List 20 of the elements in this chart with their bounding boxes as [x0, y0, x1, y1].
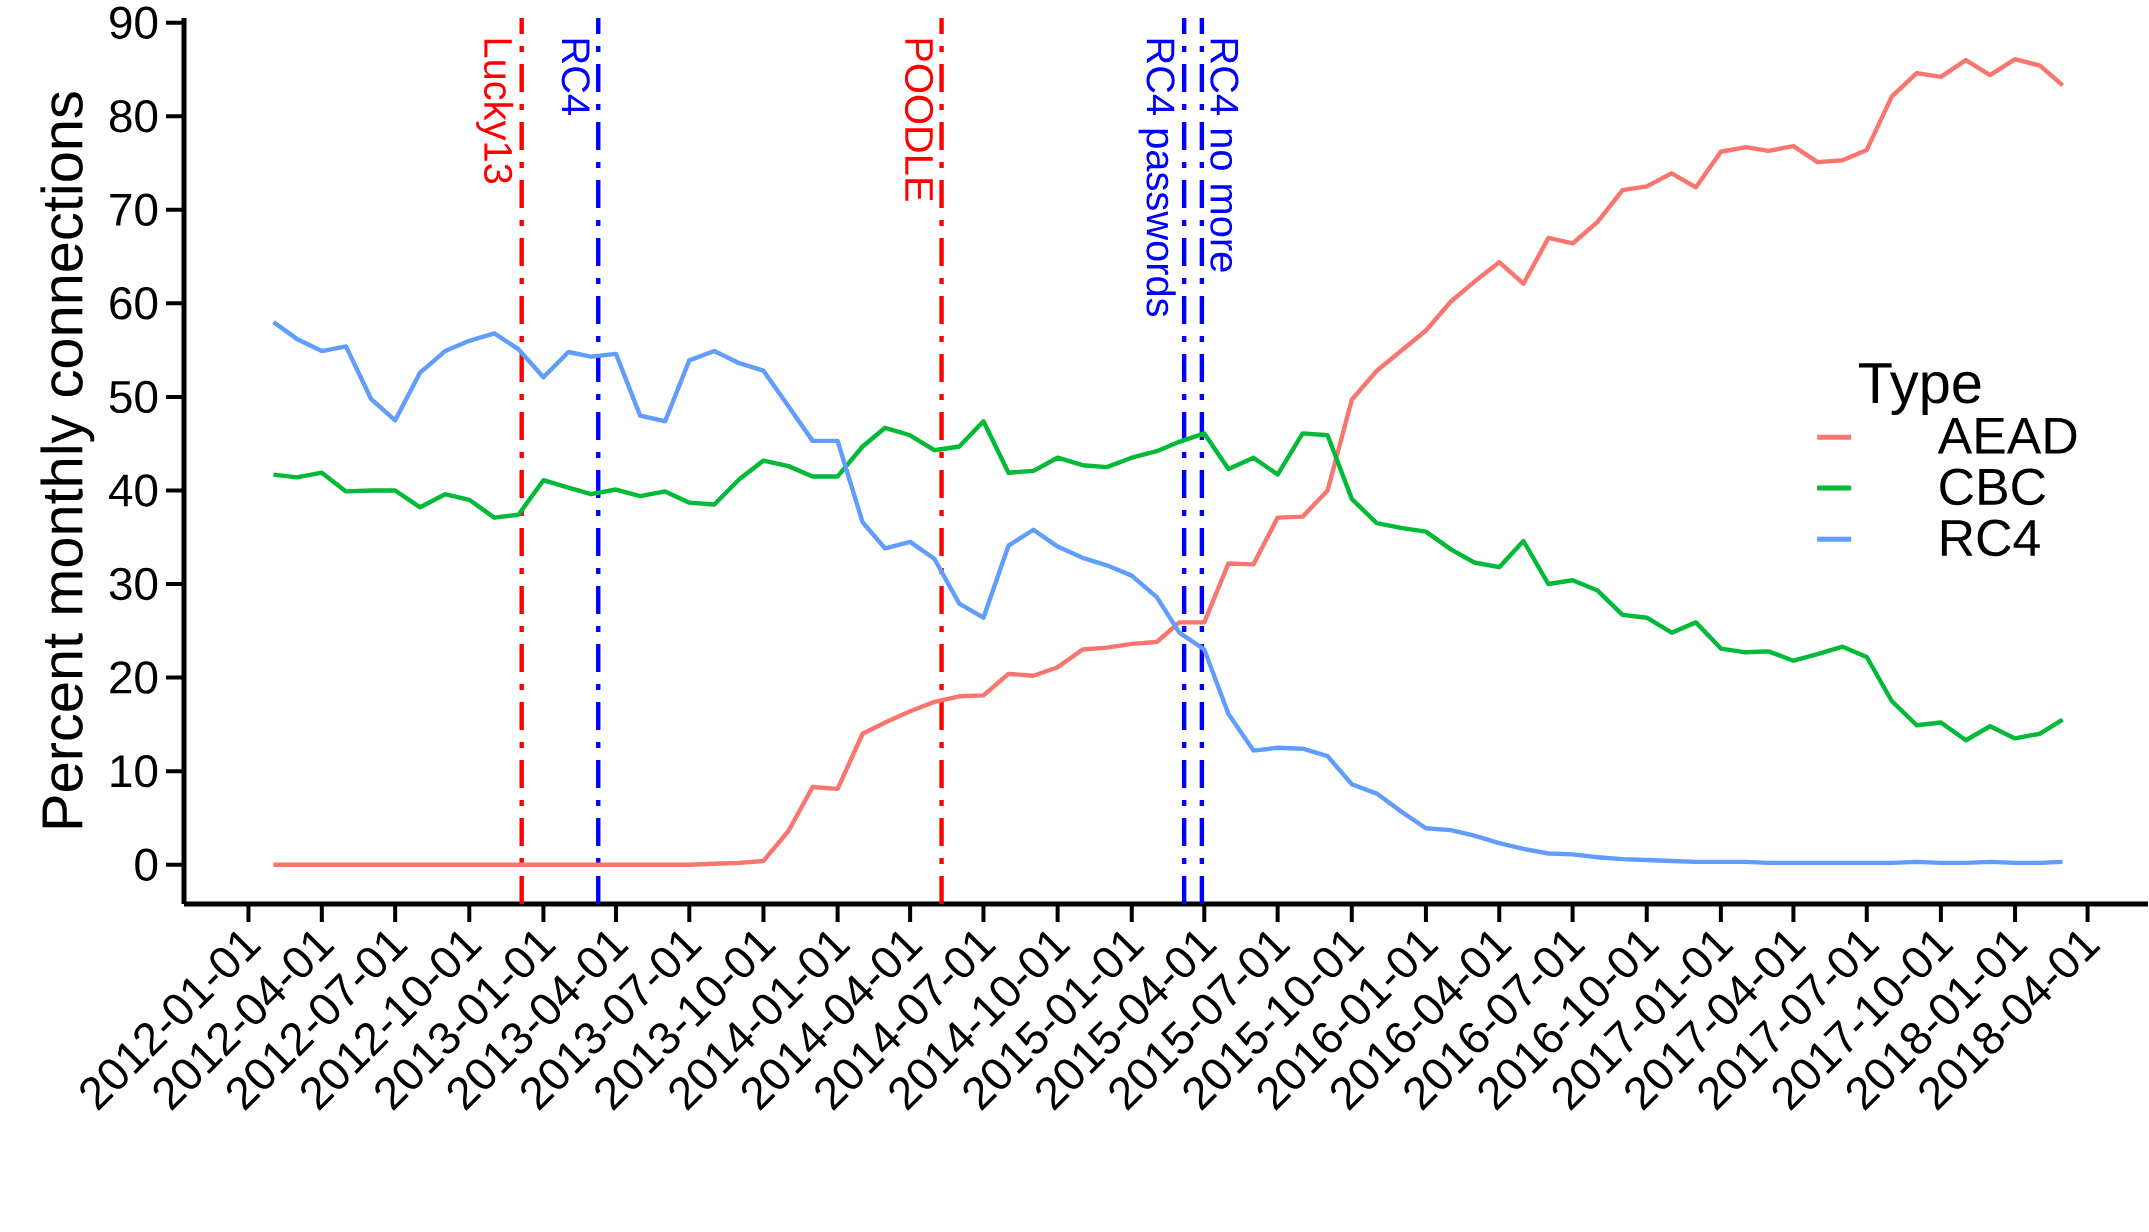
y-tick-label: 10 — [111, 754, 158, 788]
ref-line-label: POODLE — [904, 39, 934, 201]
y-axis-title: Percent monthly connections — [40, 92, 95, 828]
ref-line-label: Lucky13 — [476, 39, 514, 184]
y-tick-label: 30 — [109, 567, 158, 601]
ref-line-label: RC4 — [561, 39, 590, 115]
y-tick-label: 60 — [110, 287, 158, 320]
y-tick-label: 40 — [109, 474, 158, 507]
y-tick-label: 20 — [110, 661, 158, 694]
ref-line-label: RC4 no more — [1210, 39, 1239, 272]
y-tick-label: 50 — [109, 380, 158, 414]
legend-label: CBC — [1940, 468, 2046, 506]
y-tick-label: 80 — [109, 100, 158, 133]
legend-label: AEAD — [1937, 417, 2077, 454]
y-tick-label: 70 — [110, 193, 158, 226]
y-tick-label: 0 — [135, 848, 158, 881]
ref-line-label: RC4 passwords — [1138, 39, 1176, 317]
legend-title: Type — [1858, 363, 1981, 415]
legend-label: RC4 — [1941, 519, 2040, 557]
y-tick-label: 90 — [110, 6, 158, 39]
